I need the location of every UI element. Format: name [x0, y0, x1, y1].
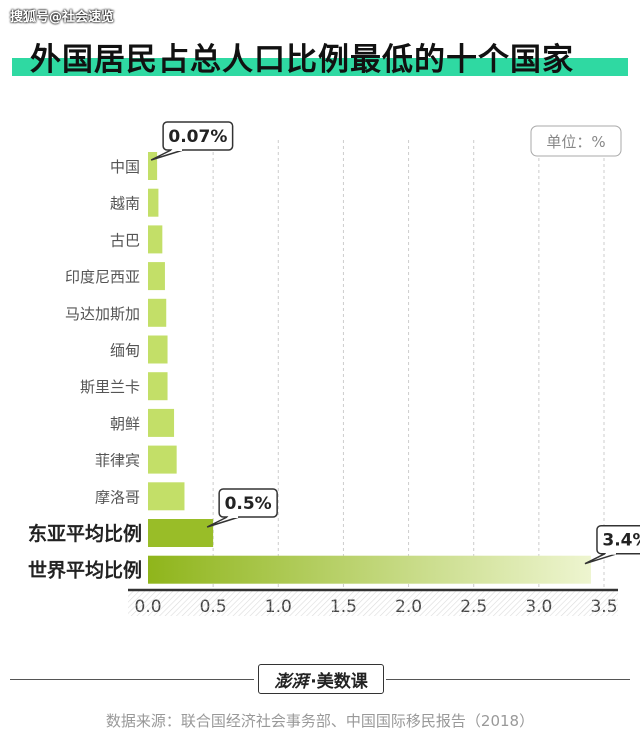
bars: [148, 152, 591, 584]
chart-title: 外国居民占总人口比例最低的十个国家: [30, 42, 574, 78]
unit-box: [530, 125, 622, 157]
callout-box: [596, 524, 640, 555]
value-callout: 3.4%: [584, 524, 640, 565]
bar: [148, 445, 177, 474]
grid-lines: [212, 140, 605, 590]
callout-text: 0.07%: [168, 127, 227, 147]
axis-hatch-band: [128, 590, 618, 616]
category-label: 越南: [110, 195, 140, 213]
bar-chart: 0.00.51.01.52.02.53.03.5 中国越南古巴印度尼西亚马达加斯…: [28, 121, 640, 617]
category-label: 世界平均比例: [28, 559, 142, 582]
footer-divider-right: [386, 679, 630, 680]
title-block: 外国居民占总人口比例最低的十个国家: [12, 34, 628, 80]
value-callout: 0.5%: [206, 488, 278, 528]
bar: [148, 555, 591, 584]
x-axis: 0.00.51.01.52.02.53.03.5: [128, 588, 618, 617]
data-source: 数据来源：联合国经济社会事务部、中国国际移民报告（2018）: [105, 712, 535, 730]
watermark: 搜狐号@社会速览: [10, 10, 115, 25]
bar: [148, 335, 168, 364]
bar: [148, 519, 214, 547]
callout-pointer: [150, 149, 184, 161]
category-label: 斯里兰卡: [80, 378, 140, 396]
bar: [148, 482, 185, 511]
category-label: 东亚平均比例: [28, 522, 142, 545]
category-label: 中国: [110, 158, 140, 176]
brand-name: ·美数课: [310, 671, 368, 692]
brand-logo: 澎湃 ·美数课: [258, 664, 384, 694]
unit-box: 单位：%: [530, 125, 622, 157]
bar: [148, 372, 168, 401]
callout-pointer: [584, 552, 618, 565]
callout-box: [162, 121, 234, 151]
value-callout: 0.07%: [150, 121, 234, 161]
unit-label: 单位：%: [546, 133, 605, 151]
footer-divider-left: [10, 679, 254, 680]
brand-seal: 澎湃: [274, 671, 309, 692]
category-label: 菲律宾: [95, 452, 140, 470]
category-label: 朝鲜: [110, 415, 140, 433]
bar: [148, 262, 165, 291]
title-highlight-band: [12, 58, 628, 76]
category-label: 马达加斯加: [65, 305, 140, 323]
category-label: 摩洛哥: [95, 488, 140, 506]
callout-pointer: [206, 516, 240, 528]
bar: [148, 225, 163, 254]
bar: [148, 298, 167, 327]
callout-box: [218, 488, 278, 518]
callout-text: 3.4%: [602, 531, 640, 551]
value-callouts: 0.07% 0.5% 3.4%: [150, 121, 640, 565]
category-labels: 中国越南古巴印度尼西亚马达加斯加缅甸斯里兰卡朝鲜菲律宾摩洛哥东亚平均比例世界平均…: [28, 158, 142, 582]
category-label: 缅甸: [110, 342, 140, 360]
callout-text: 0.5%: [225, 494, 272, 514]
category-label: 印度尼西亚: [65, 268, 140, 286]
bar: [148, 152, 158, 180]
bar: [148, 188, 159, 217]
bar: [148, 408, 175, 437]
category-label: 古巴: [110, 231, 140, 249]
